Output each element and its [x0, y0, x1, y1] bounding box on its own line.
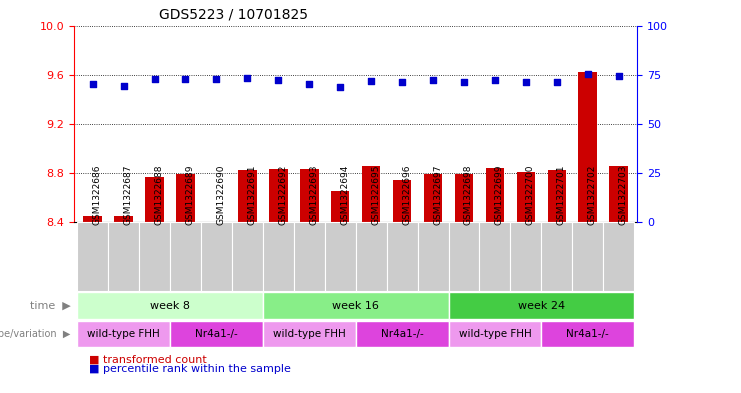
- Text: GSM1322699: GSM1322699: [495, 165, 504, 226]
- Bar: [325, 222, 356, 291]
- Bar: [511, 222, 542, 291]
- Bar: [232, 222, 263, 291]
- Bar: [448, 292, 634, 319]
- Bar: [84, 216, 102, 222]
- Point: [613, 72, 625, 79]
- Point: [489, 76, 501, 83]
- Bar: [263, 321, 356, 347]
- Text: ■ transformed count: ■ transformed count: [89, 354, 207, 364]
- Bar: [114, 216, 133, 222]
- Bar: [542, 222, 572, 291]
- Text: GSM1322702: GSM1322702: [588, 165, 597, 226]
- Text: week 16: week 16: [332, 301, 379, 311]
- Bar: [269, 169, 288, 222]
- Bar: [331, 191, 350, 222]
- Text: Nr4a1-/-: Nr4a1-/-: [381, 329, 423, 339]
- Point: [242, 74, 253, 81]
- Point: [179, 75, 191, 82]
- Point: [149, 75, 161, 82]
- Bar: [579, 72, 597, 222]
- Bar: [455, 174, 473, 222]
- Text: GSM1322692: GSM1322692: [279, 165, 288, 226]
- Bar: [418, 222, 448, 291]
- Point: [458, 78, 470, 84]
- Bar: [176, 174, 195, 222]
- Text: wild-type FHH: wild-type FHH: [273, 329, 345, 339]
- Bar: [77, 222, 108, 291]
- Bar: [170, 321, 263, 347]
- Bar: [542, 321, 634, 347]
- Bar: [485, 168, 504, 222]
- Bar: [263, 292, 448, 319]
- Point: [118, 83, 130, 90]
- Bar: [201, 222, 232, 291]
- Text: GSM1322693: GSM1322693: [309, 165, 319, 226]
- Bar: [448, 321, 542, 347]
- Bar: [300, 169, 319, 222]
- Bar: [609, 165, 628, 222]
- Point: [210, 75, 222, 82]
- Text: Nr4a1-/-: Nr4a1-/-: [566, 329, 609, 339]
- Text: GSM1322698: GSM1322698: [464, 165, 473, 226]
- Text: wild-type FHH: wild-type FHH: [459, 329, 531, 339]
- Bar: [479, 222, 511, 291]
- Point: [427, 76, 439, 83]
- Text: week 24: week 24: [518, 301, 565, 311]
- Text: GSM1322688: GSM1322688: [155, 165, 164, 226]
- Point: [582, 70, 594, 77]
- Bar: [516, 172, 535, 222]
- Bar: [603, 222, 634, 291]
- Text: GSM1322700: GSM1322700: [526, 165, 535, 226]
- Point: [551, 78, 562, 84]
- Bar: [387, 222, 418, 291]
- Bar: [356, 222, 387, 291]
- Bar: [238, 171, 256, 222]
- Text: GSM1322696: GSM1322696: [402, 165, 411, 226]
- Bar: [393, 180, 411, 222]
- Point: [273, 76, 285, 83]
- Bar: [139, 222, 170, 291]
- Bar: [77, 321, 170, 347]
- Text: GDS5223 / 10701825: GDS5223 / 10701825: [159, 7, 308, 22]
- Text: ■ percentile rank within the sample: ■ percentile rank within the sample: [89, 364, 290, 374]
- Bar: [263, 222, 293, 291]
- Text: wild-type FHH: wild-type FHH: [87, 329, 160, 339]
- Text: GSM1322697: GSM1322697: [433, 165, 442, 226]
- Text: GSM1322690: GSM1322690: [216, 165, 225, 226]
- Bar: [108, 222, 139, 291]
- Bar: [356, 321, 448, 347]
- Bar: [448, 222, 479, 291]
- Text: GSM1322701: GSM1322701: [556, 165, 566, 226]
- Bar: [170, 222, 201, 291]
- Point: [87, 81, 99, 88]
- Bar: [77, 292, 263, 319]
- Point: [334, 84, 346, 90]
- Point: [520, 78, 532, 84]
- Point: [396, 78, 408, 84]
- Bar: [548, 171, 566, 222]
- Bar: [362, 165, 380, 222]
- Point: [303, 81, 315, 88]
- Text: GSM1322687: GSM1322687: [124, 165, 133, 226]
- Text: GSM1322694: GSM1322694: [340, 165, 349, 226]
- Text: GSM1322691: GSM1322691: [247, 165, 256, 226]
- Text: genotype/variation  ▶: genotype/variation ▶: [0, 329, 70, 339]
- Bar: [424, 174, 442, 222]
- Text: time  ▶: time ▶: [30, 301, 70, 311]
- Text: GSM1322689: GSM1322689: [185, 165, 194, 226]
- Point: [365, 77, 377, 84]
- Text: GSM1322686: GSM1322686: [93, 165, 102, 226]
- Text: Nr4a1-/-: Nr4a1-/-: [195, 329, 238, 339]
- Text: GSM1322695: GSM1322695: [371, 165, 380, 226]
- Bar: [293, 222, 325, 291]
- Bar: [572, 222, 603, 291]
- Bar: [145, 176, 164, 222]
- Text: GSM1322703: GSM1322703: [619, 165, 628, 226]
- Text: week 8: week 8: [150, 301, 190, 311]
